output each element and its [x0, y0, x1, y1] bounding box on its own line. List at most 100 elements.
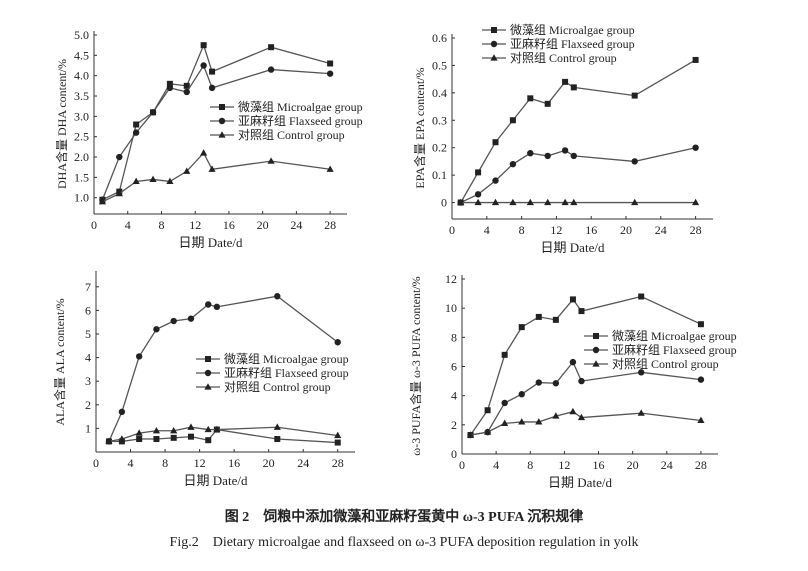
data-point	[638, 293, 645, 300]
data-point	[570, 198, 578, 206]
data-point	[115, 189, 123, 197]
x-tick-label: 4	[128, 456, 134, 470]
series-line	[108, 428, 338, 444]
legend-label: 微藻组 Microalgae group	[238, 100, 363, 114]
data-point	[631, 198, 639, 206]
y-tick-label: 3	[85, 374, 91, 388]
data-point	[535, 418, 543, 425]
legend-marker	[490, 54, 498, 61]
x-tick-label: 0	[91, 218, 97, 232]
data-point	[544, 198, 552, 206]
legend-label: 亚麻籽组 Flaxseed group	[510, 36, 635, 51]
data-point	[552, 412, 560, 419]
legend-marker	[491, 27, 497, 33]
legend-label: 亚麻籽组 Flaxseed group	[238, 113, 363, 128]
legend-label: 对照组 Control group	[510, 51, 617, 65]
x-tick-label: 12	[194, 456, 206, 470]
y-tick-label: 3.0	[74, 109, 89, 123]
data-point	[205, 301, 212, 308]
x-tick-label: 8	[519, 223, 525, 237]
series-triangle	[466, 407, 705, 438]
data-point	[274, 436, 281, 443]
data-point	[136, 436, 143, 443]
x-tick-label: 8	[162, 456, 168, 470]
series-line	[108, 426, 338, 443]
legend-label: 对照组 Control group	[224, 380, 331, 394]
y-tick-label: 5.0	[74, 28, 89, 42]
y-tick-label: 0.4	[432, 86, 447, 100]
data-point	[509, 117, 516, 124]
legend-marker	[204, 369, 212, 377]
data-point	[118, 408, 126, 416]
legend-label: 微藻组 Microalgae group	[612, 329, 737, 343]
data-point	[637, 409, 645, 416]
data-point	[509, 160, 517, 168]
x-tick-label: 24	[290, 218, 302, 232]
y-tick-label: 7	[85, 280, 91, 294]
data-point	[484, 407, 491, 414]
x-tick-label: 0	[459, 458, 465, 472]
data-point	[491, 198, 500, 206]
data-point	[213, 425, 221, 433]
data-point	[187, 315, 195, 322]
data-point	[561, 147, 569, 154]
legend-marker	[592, 346, 600, 354]
data-point	[208, 165, 216, 172]
data-point	[135, 353, 143, 360]
y-tick-label: 4	[451, 389, 457, 403]
y-tick-label: 1.0	[74, 191, 89, 205]
y-tick-label: 0	[441, 196, 447, 210]
data-point	[183, 82, 190, 89]
data-point	[187, 423, 195, 430]
series-line	[460, 59, 696, 203]
data-point	[132, 129, 140, 136]
series-line	[101, 64, 331, 201]
y-tick-label: 0	[451, 447, 457, 461]
data-point	[569, 296, 576, 303]
x-tick-label: 24	[655, 223, 667, 237]
data-point	[166, 84, 174, 92]
data-point	[697, 321, 704, 328]
series-triangle	[105, 423, 342, 444]
data-point	[273, 423, 281, 430]
series-line	[108, 295, 339, 442]
legend-marker	[593, 333, 599, 339]
data-point	[631, 92, 638, 99]
y-tick-label: 8	[451, 330, 457, 344]
x-tick-label: 24	[661, 458, 673, 472]
data-point	[132, 177, 140, 185]
y-tick-label: 0.1	[432, 168, 447, 182]
y-tick-label: 6	[85, 303, 91, 317]
data-point	[527, 95, 534, 102]
data-point	[562, 78, 569, 85]
data-point	[509, 198, 517, 206]
y-tick-label: 0.6	[432, 31, 447, 45]
data-point	[577, 413, 586, 421]
legend-marker	[205, 356, 211, 362]
series-circle	[99, 62, 334, 203]
figure-panels: 0 4 8 12 16 20 24 281.01.52.02.53.03.54.04.55.0…	[52, 23, 737, 490]
y-tick-label: 4.0	[74, 69, 89, 83]
x-tick-label: 16	[223, 218, 235, 232]
x-tick-label: 28	[324, 218, 336, 232]
x-tick-label: 20	[627, 458, 639, 472]
chart-panel-1: 0 4 8 12 16 20 24 28 1.0 1.5 2.0 2.5 3.0 3.5 4.0 4.5 5.0…	[54, 28, 363, 250]
series-triangle	[98, 149, 334, 205]
y-tick-label: 12	[445, 272, 457, 286]
data-point	[578, 377, 585, 385]
data-point	[105, 437, 113, 444]
y-axis-label: DHA含量 DHA content/%	[54, 59, 69, 189]
data-point	[526, 198, 534, 206]
x-tick-label: 16	[593, 458, 605, 472]
data-point	[544, 100, 551, 107]
data-point	[208, 84, 216, 92]
data-point	[518, 418, 526, 425]
data-point	[268, 44, 275, 51]
legend-label: 亚麻籽组 Flaxseed group	[224, 365, 349, 380]
data-point	[326, 70, 334, 77]
data-point	[166, 80, 173, 87]
y-tick-label: 2.0	[74, 150, 89, 164]
y-tick-label: 2.5	[74, 130, 89, 144]
legend-label: 微藻组 Microalgae group	[510, 23, 635, 37]
series-triangle	[457, 198, 700, 206]
